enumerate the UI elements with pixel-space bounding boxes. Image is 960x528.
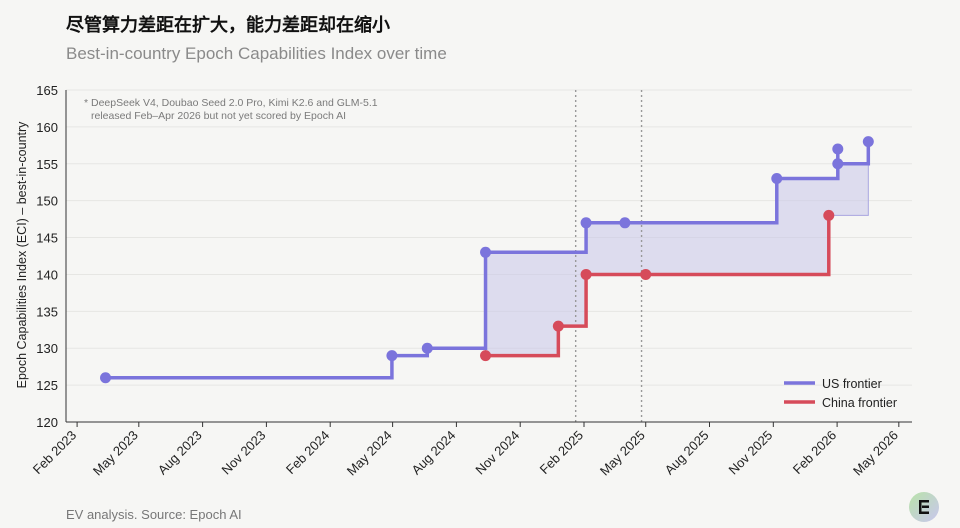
series-points [100, 136, 874, 384]
y-tick-label: 120 [36, 415, 58, 430]
x-tick-label: Nov 2023 [219, 428, 269, 478]
y-tick-label: 125 [36, 378, 58, 393]
us-frontier-point [100, 372, 112, 384]
y-tick-label: 145 [36, 231, 58, 246]
annotation-line-2: released Feb–Apr 2026 but not yet scored… [91, 110, 346, 122]
us-frontier-point [619, 217, 631, 229]
gap-fill [485, 141, 869, 357]
x-tick-label: May 2026 [850, 428, 901, 479]
china-frontier-point [552, 320, 564, 332]
x-tick-labels: Feb 2023 May 2023 Aug 2023 Nov 2023 Feb 2024… [30, 422, 901, 478]
legend-label-china: China frontier [822, 396, 897, 410]
legend-label-us: US frontier [822, 377, 882, 391]
x-tick-label: Feb 2026 [790, 428, 839, 477]
x-tick-label: Aug 2023 [155, 428, 205, 478]
reference-lines [574, 90, 643, 422]
axes [65, 90, 912, 423]
x-tick-label: May 2024 [344, 428, 395, 479]
y-tick-label: 155 [36, 157, 58, 172]
annotation-line-1: * DeepSeek V4, Doubao Seed 2.0 Pro, Kimi… [84, 97, 378, 109]
y-tick-label: 135 [36, 304, 58, 319]
y-tick-label: 160 [36, 120, 58, 135]
grid-lines [66, 89, 912, 423]
y-tick-label: 165 [36, 83, 58, 98]
x-tick-label: Aug 2024 [409, 428, 459, 478]
logo-glyph-icon [919, 500, 929, 514]
us-frontier-point [862, 136, 874, 148]
us-frontier-point [832, 143, 844, 155]
china-frontier-point [640, 268, 652, 280]
x-tick-label: Feb 2024 [283, 428, 332, 477]
brand-logo-icon [909, 492, 939, 522]
us-frontier-point [580, 217, 592, 229]
china-frontier-point [580, 268, 592, 280]
gap-fill-area [485, 141, 869, 357]
x-tick-label: Feb 2023 [30, 428, 79, 477]
us-frontier-point [832, 158, 844, 170]
source-note: EV analysis. Source: Epoch AI [66, 507, 242, 522]
us-frontier-point [771, 173, 783, 185]
x-tick-label: Aug 2025 [662, 428, 712, 478]
us-frontier-point [421, 342, 433, 354]
x-tick-label: Nov 2024 [472, 428, 522, 478]
us-frontier-point [386, 350, 398, 362]
chart-subtitle: Best-in-country Epoch Capabilities Index… [66, 44, 447, 63]
y-tick-label: 150 [36, 194, 58, 209]
y-tick-label: 130 [36, 341, 58, 356]
legend: US frontier China frontier [784, 377, 897, 410]
x-tick-label: May 2023 [90, 428, 141, 479]
y-tick-label: 140 [36, 267, 58, 282]
x-tick-label: Nov 2025 [725, 428, 775, 478]
china-frontier-line [485, 215, 831, 358]
china-frontier-point [823, 209, 835, 221]
x-tick-label: Feb 2025 [537, 428, 586, 477]
china-frontier-point [480, 350, 492, 362]
us-frontier-point [480, 246, 492, 258]
x-tick-label: May 2025 [597, 428, 648, 479]
y-axis-label: Epoch Capabilities Index (ECI) – best-in… [15, 121, 29, 389]
chart-title: 尽管算力差距在扩大，能力差距却在缩小 [66, 15, 390, 36]
y-tick-labels: 120 125 130 135 140 145 150 155 160 165 [36, 83, 58, 430]
